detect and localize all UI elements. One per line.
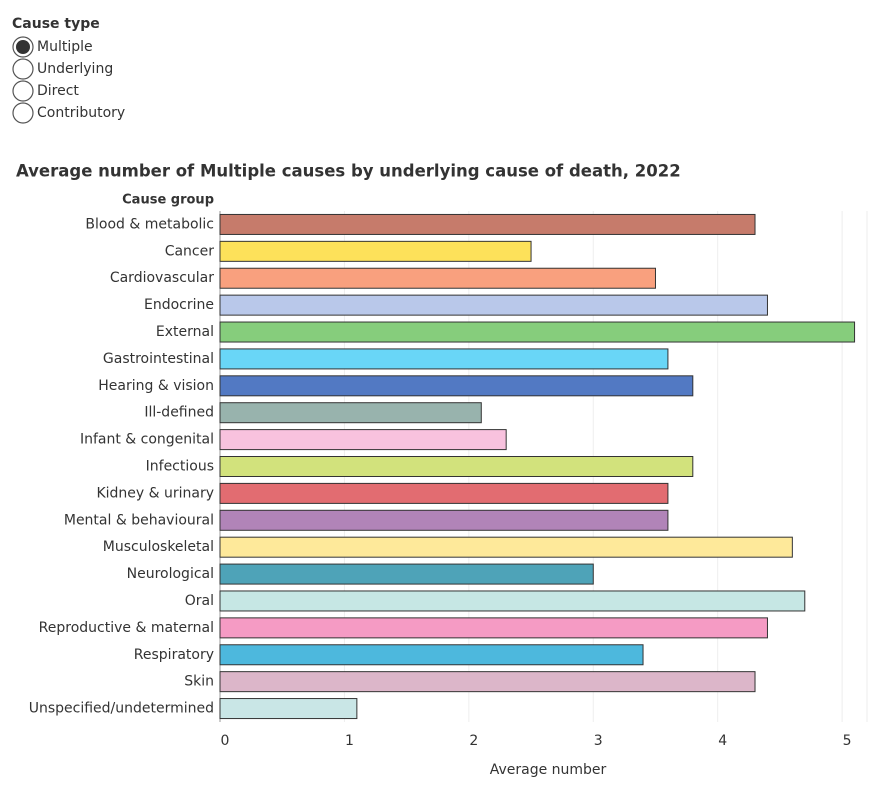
radio-group: Multiple Underlying Direct Contributory: [12, 36, 125, 124]
y-tick-label: Cardiovascular: [110, 270, 214, 286]
radio-button[interactable]: [12, 58, 34, 80]
bar: [219, 671, 756, 693]
bar: [219, 536, 793, 558]
y-tick-label: Endocrine: [144, 297, 214, 313]
radio-dot: [16, 40, 30, 54]
y-tick-label: Skin: [184, 674, 214, 690]
y-tick-label: Reproductive & maternal: [39, 620, 214, 636]
y-tick-label: Neurological: [127, 566, 214, 582]
bar: [219, 348, 669, 370]
bar: [219, 294, 768, 316]
bar: [219, 429, 507, 451]
y-tick-label: Unspecified/undetermined: [29, 701, 214, 717]
bar: [219, 698, 358, 720]
bar: [219, 617, 768, 639]
radio-label[interactable]: Direct: [37, 83, 79, 99]
chart-title: Average number of Multiple causes by und…: [16, 162, 681, 181]
y-tick-label: Infectious: [146, 459, 214, 475]
x-tick-label: 0: [221, 733, 230, 749]
radio-label[interactable]: Underlying: [37, 61, 113, 77]
y-tick-label: Infant & congenital: [80, 432, 214, 448]
radio-button[interactable]: [12, 102, 34, 124]
bar: [219, 240, 532, 262]
bar: [219, 563, 594, 585]
radio-label[interactable]: Contributory: [37, 105, 125, 121]
x-tick-label: 1: [345, 733, 354, 749]
y-axis-title: Cause group: [122, 193, 214, 208]
y-tick-label: Musculoskeletal: [103, 539, 214, 555]
bar: [219, 644, 644, 666]
x-tick-label: 2: [469, 733, 478, 749]
radio-button[interactable]: [12, 80, 34, 102]
radio-label[interactable]: Multiple: [37, 39, 93, 55]
y-tick-label: Gastrointestinal: [103, 351, 214, 367]
bar: [219, 267, 656, 289]
control-title: Cause type: [12, 16, 100, 32]
y-tick-label: Ill-defined: [144, 405, 214, 421]
x-axis-title: Average number: [490, 762, 607, 778]
bar: [219, 321, 856, 343]
y-tick-label: Kidney & urinary: [96, 485, 214, 501]
y-tick-label: Blood & metabolic: [85, 216, 214, 232]
y-tick-label: Oral: [185, 593, 214, 609]
bar: [219, 402, 482, 424]
bar: [219, 482, 669, 504]
y-tick-label: Respiratory: [134, 647, 214, 663]
y-tick-label: Cancer: [165, 243, 215, 259]
bar: [219, 375, 694, 397]
bar: [219, 590, 806, 612]
x-tick-label: 4: [718, 733, 727, 749]
y-tick-label: Hearing & vision: [98, 378, 214, 394]
y-tick-label: External: [156, 324, 214, 340]
x-tick-label: 5: [843, 733, 852, 749]
bar: [219, 213, 756, 235]
bar: [219, 456, 694, 477]
x-tick-label: 3: [594, 733, 603, 749]
bar: [219, 509, 669, 531]
y-tick-label: Mental & behavioural: [64, 512, 214, 528]
